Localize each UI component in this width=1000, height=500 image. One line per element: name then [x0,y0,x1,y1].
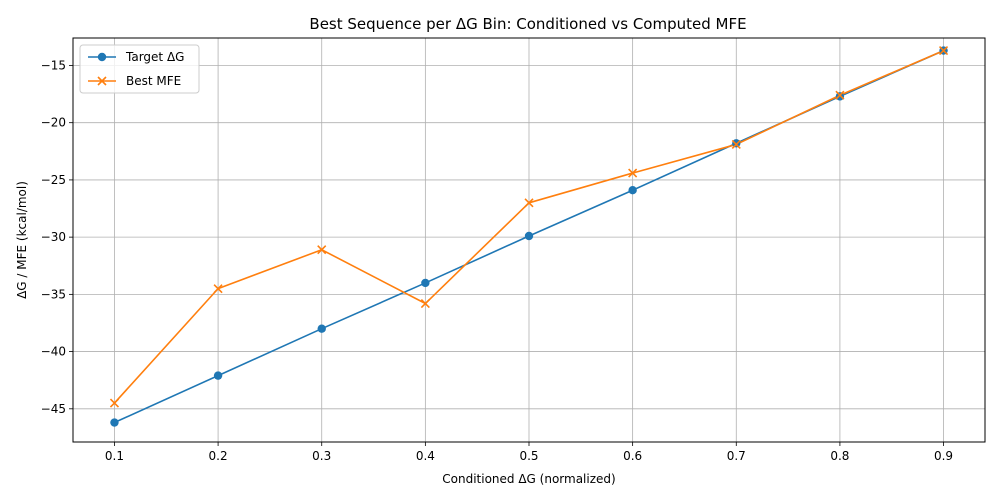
chart-title: Best Sequence per ΔG Bin: Conditioned vs… [309,15,746,33]
y-tick-label: −35 [41,287,66,301]
x-tick-label: 0.7 [727,449,746,463]
x-tick-label: 0.1 [105,449,124,463]
y-axis-ticks: −45 −40 −35 −30 −25 −20 −15 [41,58,73,416]
legend-marker-target [97,52,107,62]
x-tick-label: 0.8 [830,449,849,463]
mfe-point [109,398,120,408]
x-tick-label: 0.3 [312,449,331,463]
x-tick-label: 0.4 [416,449,435,463]
y-tick-label: −20 [41,116,66,130]
target-point [628,186,637,195]
target-point [835,92,845,101]
target-point [732,139,741,148]
target-point [317,324,326,333]
grid-lines [73,38,985,442]
legend-entry-target: Target ΔG [88,50,184,64]
target-point [213,371,223,380]
legend-label-target: Target ΔG [125,50,184,64]
legend: Target ΔG Best MFE [79,44,200,94]
mfe-point [420,298,430,309]
series-layer [109,46,949,427]
mfe-point [938,46,949,56]
x-tick-label: 0.2 [209,449,228,463]
legend-label-mfe: Best MFE [126,74,181,88]
target-point [524,231,534,241]
mfe-point [731,139,741,150]
y-tick-label: −45 [41,402,66,416]
y-tick-label: −15 [41,58,66,72]
x-axis-ticks: 0.1 0.2 0.3 0.4 0.5 0.6 0.7 0.8 0.9 [105,442,953,463]
mfe-point [524,198,534,208]
legend-marker-mfe [97,76,107,86]
y-tick-label: −30 [41,230,66,244]
y-axis-label: ΔG / MFE (kcal/mol) [15,181,29,299]
mfe-point [213,284,223,294]
x-axis-label: Conditioned ΔG (normalized) [442,472,615,486]
mfe-point [835,90,845,100]
mfe-point [317,245,327,255]
mfe-point [628,168,638,178]
y-tick-label: −40 [41,345,66,359]
x-tick-label: 0.9 [934,449,953,463]
x-tick-label: 0.5 [519,449,538,463]
target-point [421,278,430,288]
legend-entry-mfe: Best MFE [88,74,181,88]
x-tick-label: 0.6 [623,449,642,463]
y-tick-label: −25 [41,173,66,187]
target-point [110,418,119,427]
